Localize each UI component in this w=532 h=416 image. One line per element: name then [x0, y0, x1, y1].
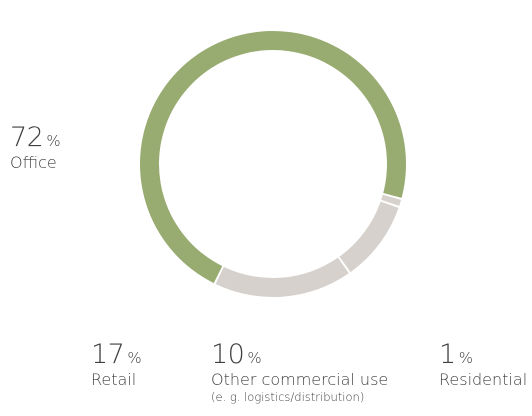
label-other-commercial: 10% Other commercial use (e. g. logistic…: [211, 340, 388, 405]
office-label: Office: [10, 153, 57, 172]
slice-retail: [215, 257, 349, 297]
other-commercial-note: (e. g. logistics/distribution): [211, 390, 365, 404]
other-commercial-label: Other commercial use: [211, 370, 389, 389]
other-commercial-percent-sign: %: [247, 349, 262, 367]
retail-label: Retail: [91, 370, 137, 389]
slice-residential: [381, 194, 402, 206]
office-percent-sign: %: [46, 132, 61, 150]
retail-value: 17: [91, 339, 125, 370]
other-commercial-value: 10: [211, 339, 245, 370]
residential-percent-sign: %: [458, 349, 473, 367]
label-retail: 17% Retail: [91, 340, 142, 390]
retail-percent-sign: %: [127, 349, 142, 367]
office-value: 72: [10, 122, 44, 153]
slice-other-commercial-use: [339, 201, 399, 273]
residential-label: Residential: [439, 370, 528, 389]
residential-value: 1: [439, 339, 456, 370]
label-residential: 1% Residential: [439, 340, 527, 390]
label-office: 72% Office: [10, 123, 61, 173]
